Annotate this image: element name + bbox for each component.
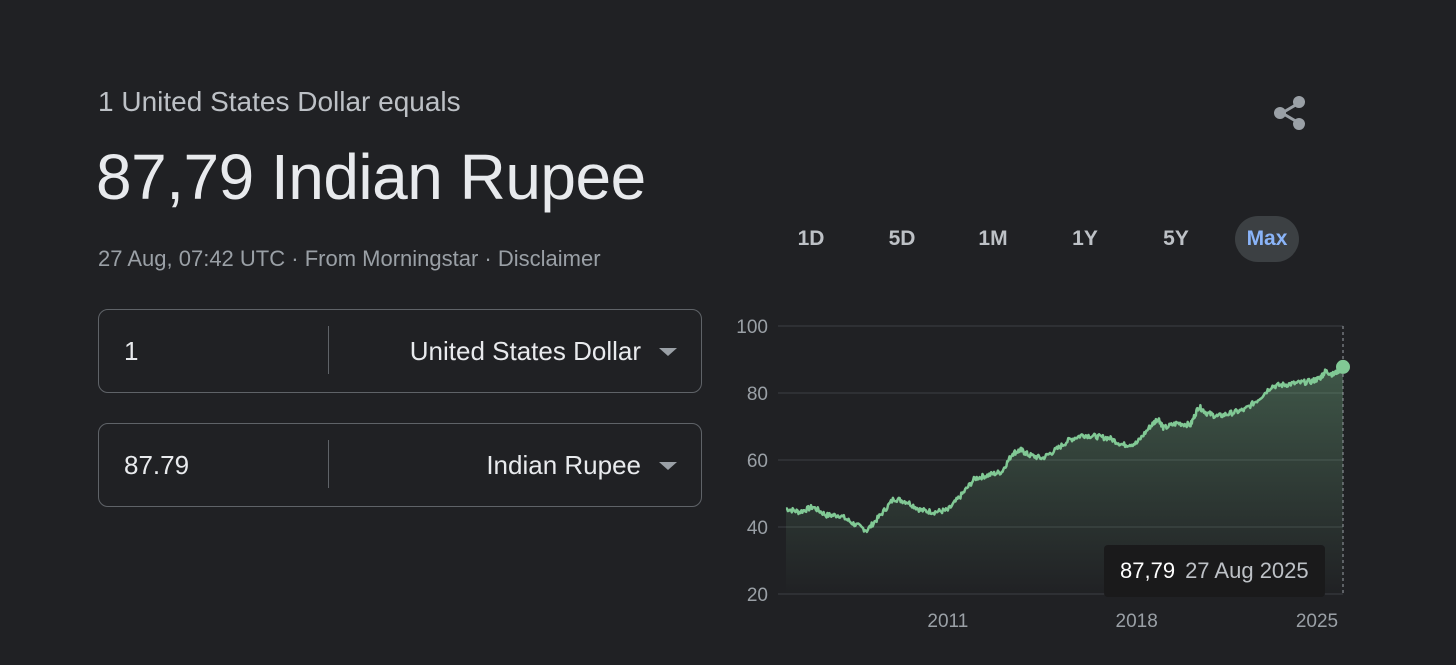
to-currency-row: 87.79 Indian Rupee bbox=[98, 423, 702, 507]
from-currency-row: 1 United States Dollar bbox=[98, 309, 702, 393]
x-tick-label: 2011 bbox=[927, 611, 968, 632]
from-amount-input[interactable]: 1 bbox=[124, 336, 139, 366]
from-currency-select[interactable]: United States Dollar bbox=[409, 336, 641, 366]
series-area bbox=[786, 366, 1343, 594]
divider bbox=[328, 440, 329, 488]
data-point bbox=[1336, 359, 1350, 374]
tooltip-date: 27 Aug 2025 bbox=[1185, 558, 1309, 583]
to-currency-select[interactable]: Indian Rupee bbox=[486, 450, 641, 480]
y-tick-label: 100 bbox=[736, 317, 768, 338]
tooltip-value: 87,79 bbox=[1120, 558, 1176, 583]
divider bbox=[328, 326, 329, 374]
separator: · bbox=[478, 246, 498, 271]
y-tick-label: 60 bbox=[747, 451, 768, 472]
tab-5d[interactable]: 5D bbox=[888, 227, 916, 250]
tab-1m[interactable]: 1M bbox=[978, 227, 1008, 250]
to-amount-input[interactable]: 87.79 bbox=[124, 450, 190, 480]
series-line bbox=[785, 365, 1344, 534]
share-icon[interactable] bbox=[1268, 90, 1312, 134]
exchange-rate-chart[interactable]: 20 40 60 80 100 2011 2018 2025 bbox=[720, 300, 1360, 640]
y-tick-label: 40 bbox=[747, 518, 768, 539]
exchange-rate-headline: 87,79 Indian Rupee bbox=[96, 141, 646, 213]
subtitle: 1 United States Dollar equals bbox=[98, 86, 461, 117]
disclaimer-link[interactable]: Disclaimer bbox=[497, 246, 601, 271]
x-tick-label: 2025 bbox=[1296, 611, 1338, 632]
separator: · bbox=[285, 246, 305, 271]
source-link[interactable]: From Morningstar bbox=[304, 246, 479, 271]
y-tick-label: 80 bbox=[747, 384, 768, 405]
tab-5y[interactable]: 5Y bbox=[1163, 227, 1189, 250]
x-tick-label: 2018 bbox=[1116, 611, 1158, 632]
meta-line: 27 Aug, 07:42 UTC · From Morningstar · D… bbox=[98, 246, 601, 272]
tab-1d[interactable]: 1D bbox=[797, 227, 825, 250]
chevron-down-icon[interactable] bbox=[659, 462, 677, 470]
timestamp: 27 Aug, 07:42 UTC bbox=[98, 246, 286, 271]
chart-tooltip: 87,79 27 Aug 2025 bbox=[1104, 545, 1325, 597]
tab-1y[interactable]: 1Y bbox=[1072, 227, 1098, 250]
y-tick-label: 20 bbox=[747, 585, 768, 606]
chevron-down-icon[interactable] bbox=[659, 348, 677, 356]
tab-max[interactable]: Max bbox=[1235, 216, 1299, 262]
